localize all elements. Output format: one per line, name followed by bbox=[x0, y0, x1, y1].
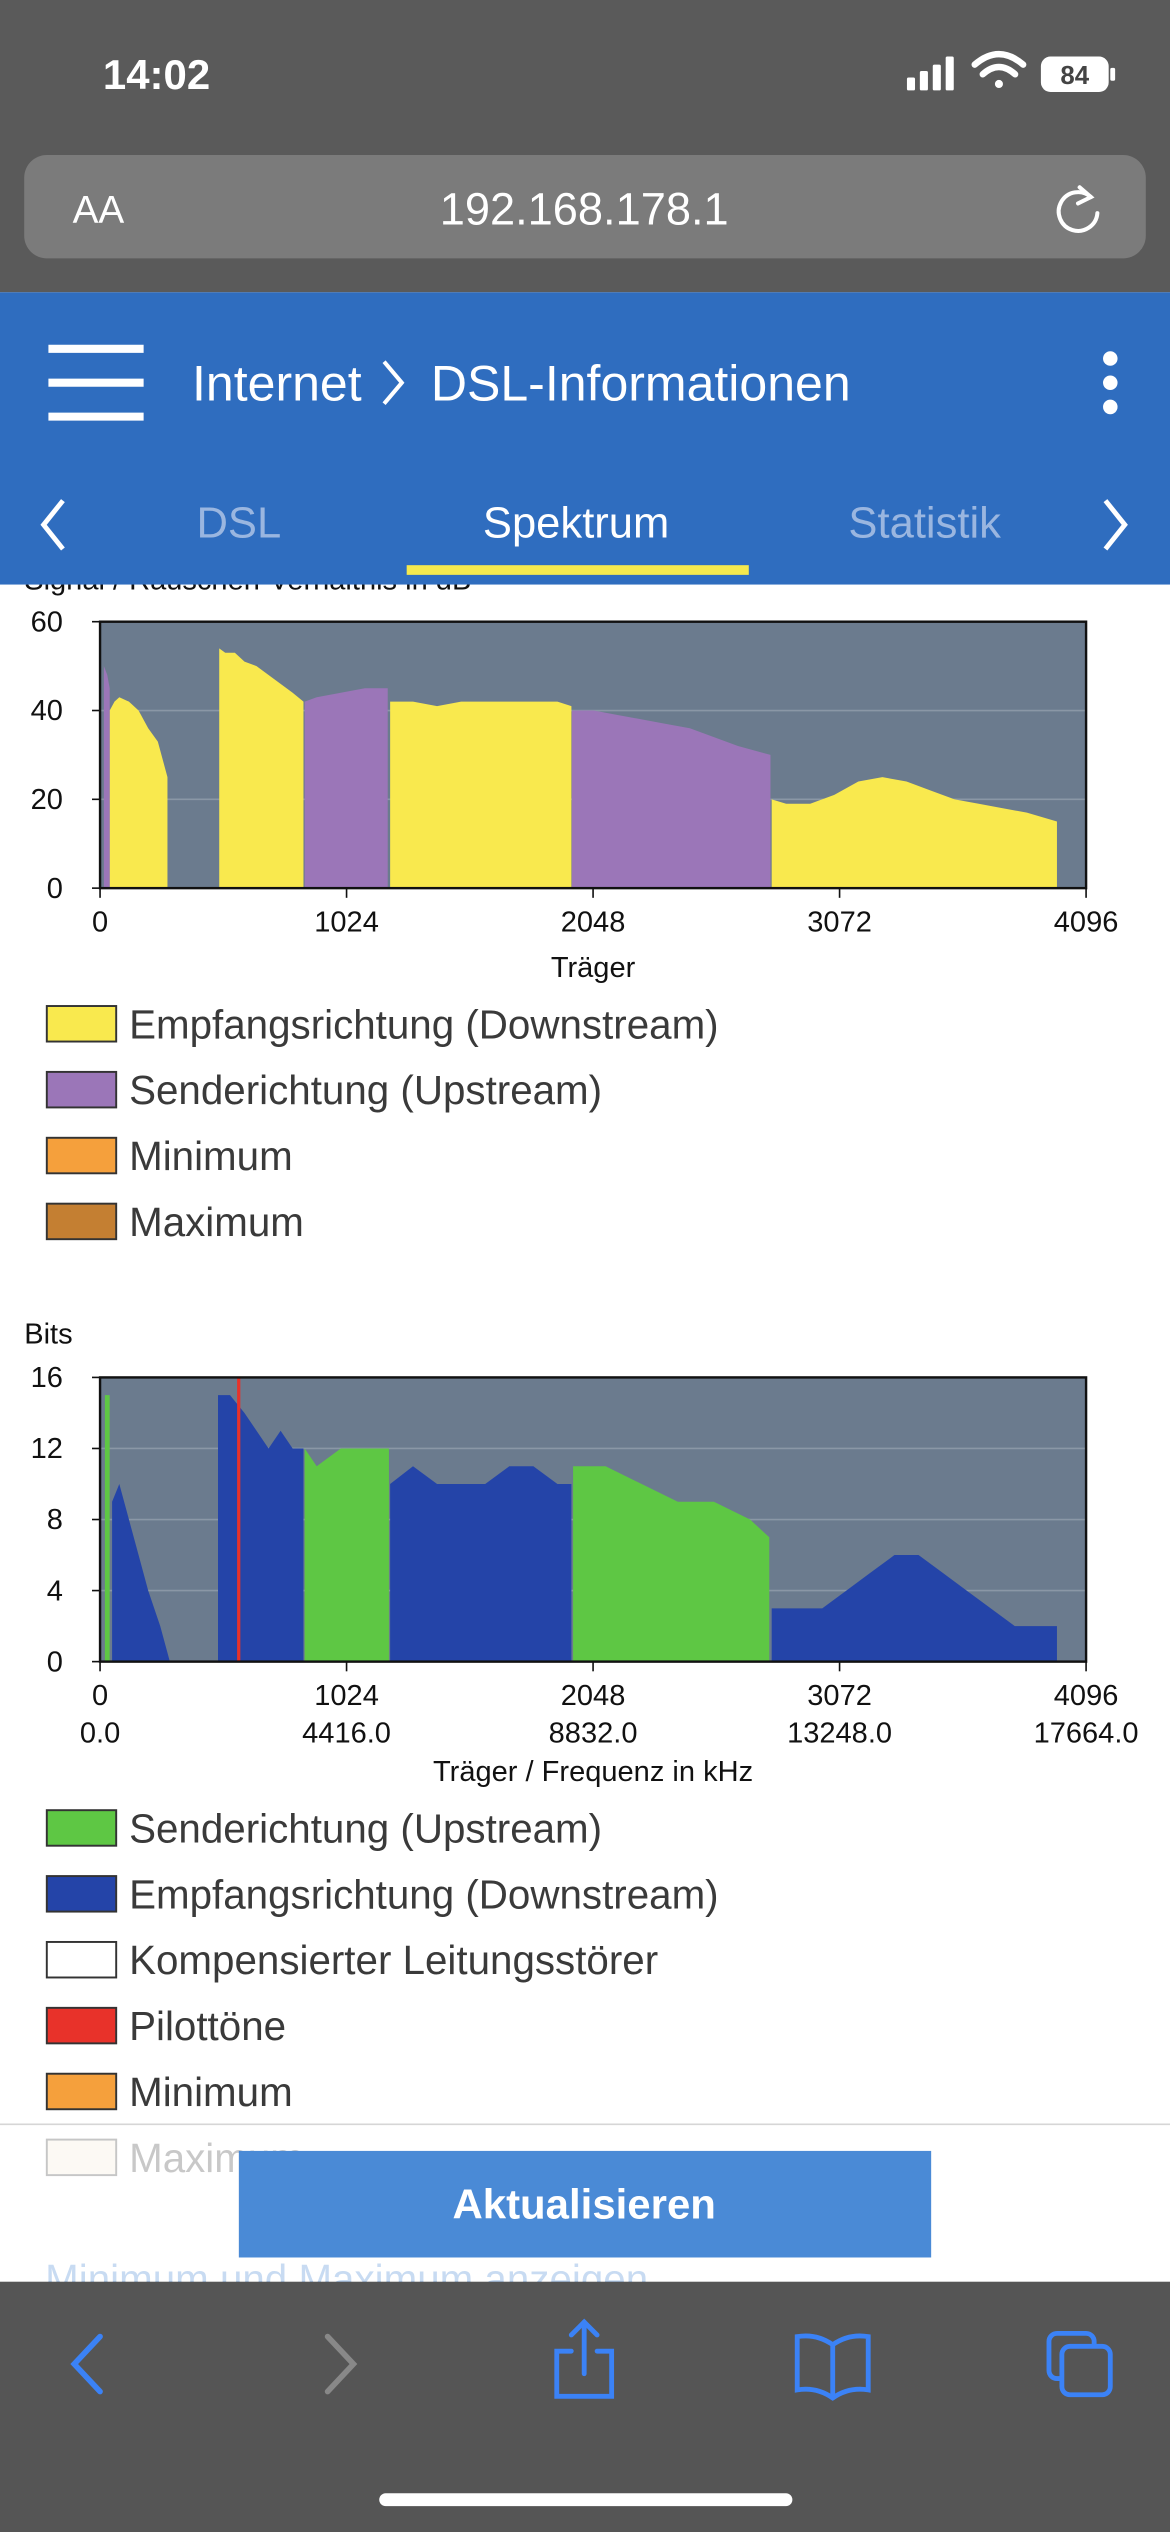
area bbox=[104, 1395, 110, 1662]
forward-button[interactable] bbox=[324, 2333, 358, 2395]
legend-label: Pilottöne bbox=[129, 2003, 286, 2049]
app-header bbox=[0, 292, 1170, 585]
x-tick-label: 4096 bbox=[1054, 907, 1119, 939]
tab[interactable]: Statistik bbox=[848, 500, 1001, 548]
y-tick-label: 20 bbox=[31, 784, 63, 816]
x-tick-label: 0 bbox=[92, 907, 108, 939]
reload-button[interactable] bbox=[1056, 185, 1100, 233]
y-tick-label: 16 bbox=[31, 1362, 63, 1394]
wifi-icon bbox=[971, 50, 1027, 89]
area bbox=[304, 1448, 389, 1662]
area bbox=[390, 701, 572, 889]
update-button[interactable]: Aktualisieren bbox=[238, 2150, 932, 2258]
address-bar[interactable] bbox=[24, 155, 1146, 259]
area bbox=[390, 1466, 572, 1662]
legend-label: Minimum bbox=[129, 1133, 293, 1179]
bookmarks-button[interactable] bbox=[794, 2333, 871, 2401]
y-tick-label: 60 bbox=[31, 606, 63, 638]
legend-swatch bbox=[45, 1940, 118, 1979]
x-tick-label: 0 bbox=[92, 1680, 108, 1712]
tabs-button[interactable] bbox=[1046, 2330, 1113, 2398]
clock: 14:02 bbox=[103, 51, 210, 98]
y-tick-label: 0 bbox=[47, 873, 63, 905]
legend-label: Empfangsrichtung (Downstream) bbox=[129, 1001, 719, 1047]
y-tick-label: 40 bbox=[31, 695, 63, 727]
url[interactable]: 192.168.178.1 bbox=[440, 183, 729, 234]
y-axis-label: Bits bbox=[24, 1319, 72, 1351]
y-tick-label: 12 bbox=[31, 1433, 63, 1465]
y-tick-label: 8 bbox=[47, 1504, 63, 1536]
x-tick-label: 2048 bbox=[561, 907, 626, 939]
area bbox=[573, 1466, 770, 1662]
more-button[interactable] bbox=[1103, 351, 1118, 415]
text-size-button[interactable]: AA bbox=[73, 189, 125, 232]
battery-tip bbox=[1110, 67, 1116, 81]
legend-label: Minimum bbox=[129, 2069, 293, 2115]
y-tick-label: 4 bbox=[47, 1575, 63, 1607]
x2-tick-label: 13248.0 bbox=[787, 1717, 892, 1749]
legend-swatch bbox=[45, 1809, 118, 1847]
legend-label: Kompensierter Leitungsstörer bbox=[129, 1937, 658, 1983]
legend-label: Maximum bbox=[129, 1199, 304, 1245]
tabs-prev[interactable] bbox=[40, 499, 65, 551]
tab-indicator bbox=[406, 565, 749, 575]
battery-level: 84 bbox=[1060, 62, 1089, 90]
area bbox=[109, 697, 168, 889]
back-button[interactable] bbox=[70, 2333, 103, 2395]
signal-icon bbox=[906, 56, 954, 91]
share-button[interactable] bbox=[554, 2318, 615, 2399]
legend-swatch bbox=[45, 2072, 118, 2111]
breadcrumb-current: DSL-Informationen bbox=[431, 355, 851, 411]
tab[interactable]: DSL bbox=[196, 500, 281, 548]
legend-label: Senderichtung (Upstream) bbox=[129, 1067, 602, 1113]
breadcrumb-chevron bbox=[382, 360, 405, 406]
legend-swatch bbox=[45, 1875, 118, 1913]
legend-swatch bbox=[45, 1070, 118, 1109]
area bbox=[771, 1555, 1057, 1662]
x2-tick-label: 17664.0 bbox=[1034, 1717, 1139, 1749]
area bbox=[219, 648, 304, 889]
home-indicator bbox=[379, 2493, 793, 2507]
x-tick-label: 3072 bbox=[807, 907, 872, 939]
x-axis-label: Träger bbox=[551, 952, 636, 984]
area bbox=[304, 688, 388, 889]
legend-swatch bbox=[45, 1202, 118, 1241]
y-tick-label: 0 bbox=[47, 1646, 63, 1678]
x-tick-label: 4096 bbox=[1054, 1680, 1119, 1712]
x2-tick-label: 0.0 bbox=[80, 1717, 120, 1749]
tabs-next[interactable] bbox=[1103, 499, 1128, 551]
x2-tick-label: 4416.0 bbox=[302, 1717, 391, 1749]
breadcrumb-parent[interactable]: Internet bbox=[192, 355, 362, 411]
area bbox=[571, 710, 771, 889]
area bbox=[103, 666, 110, 889]
legend-swatch bbox=[45, 1005, 118, 1043]
legend-label: Empfangsrichtung (Downstream) bbox=[129, 1871, 719, 1917]
button-label[interactable]: Aktualisieren bbox=[452, 2181, 715, 2228]
tab[interactable]: Spektrum bbox=[483, 500, 669, 548]
battery bbox=[1040, 56, 1109, 93]
x-tick-label: 1024 bbox=[314, 907, 379, 939]
area bbox=[771, 777, 1057, 889]
legend-swatch bbox=[45, 2006, 118, 2045]
x-tick-label: 1024 bbox=[314, 1680, 379, 1712]
tabs: DSL Spektrum Statistik bbox=[196, 500, 1001, 575]
x-axis-label: Träger / Frequenz in kHz bbox=[433, 1756, 753, 1788]
legend-swatch bbox=[45, 1136, 118, 1175]
menu-button[interactable] bbox=[48, 344, 144, 421]
area bbox=[112, 1483, 170, 1662]
x-tick-label: 3072 bbox=[807, 1680, 872, 1712]
x2-tick-label: 8832.0 bbox=[549, 1717, 638, 1749]
legend-label: Senderichtung (Upstream) bbox=[129, 1805, 602, 1851]
button-bg[interactable] bbox=[238, 2150, 932, 2258]
x-tick-label: 2048 bbox=[561, 1680, 626, 1712]
